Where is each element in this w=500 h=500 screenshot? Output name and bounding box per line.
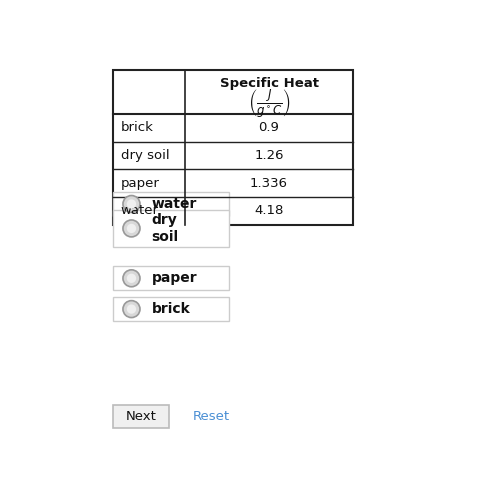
Bar [113, 266, 229, 290]
Text: brick: brick [152, 302, 190, 316]
Text: 1.26: 1.26 [254, 149, 284, 162]
Text: dry soil: dry soil [120, 149, 169, 162]
Text: soil: soil [152, 230, 179, 244]
Circle shape [127, 304, 136, 314]
Bar [113, 210, 229, 246]
Bar [113, 406, 169, 427]
Bar [113, 192, 229, 216]
Circle shape [127, 200, 136, 208]
Text: $\left(\dfrac{J}{g{^\circ}C}\right)$: $\left(\dfrac{J}{g{^\circ}C}\right)$ [248, 86, 290, 118]
Text: 0.9: 0.9 [258, 122, 280, 134]
Text: water: water [120, 204, 158, 218]
Text: paper: paper [120, 176, 160, 190]
Text: 4.18: 4.18 [254, 204, 284, 218]
Circle shape [127, 274, 136, 283]
Text: 1.336: 1.336 [250, 176, 288, 190]
Text: paper: paper [152, 272, 197, 285]
Text: dry: dry [152, 213, 178, 227]
Text: water: water [152, 197, 197, 211]
Circle shape [123, 270, 140, 287]
Circle shape [123, 220, 140, 237]
Circle shape [127, 224, 136, 233]
Text: Specific Heat: Specific Heat [220, 77, 318, 90]
Text: Reset: Reset [192, 410, 230, 423]
Bar [113, 297, 229, 321]
Text: Next: Next [126, 410, 156, 423]
Text: brick: brick [120, 122, 154, 134]
Circle shape [123, 196, 140, 212]
Circle shape [123, 300, 140, 318]
Bar [113, 70, 353, 225]
